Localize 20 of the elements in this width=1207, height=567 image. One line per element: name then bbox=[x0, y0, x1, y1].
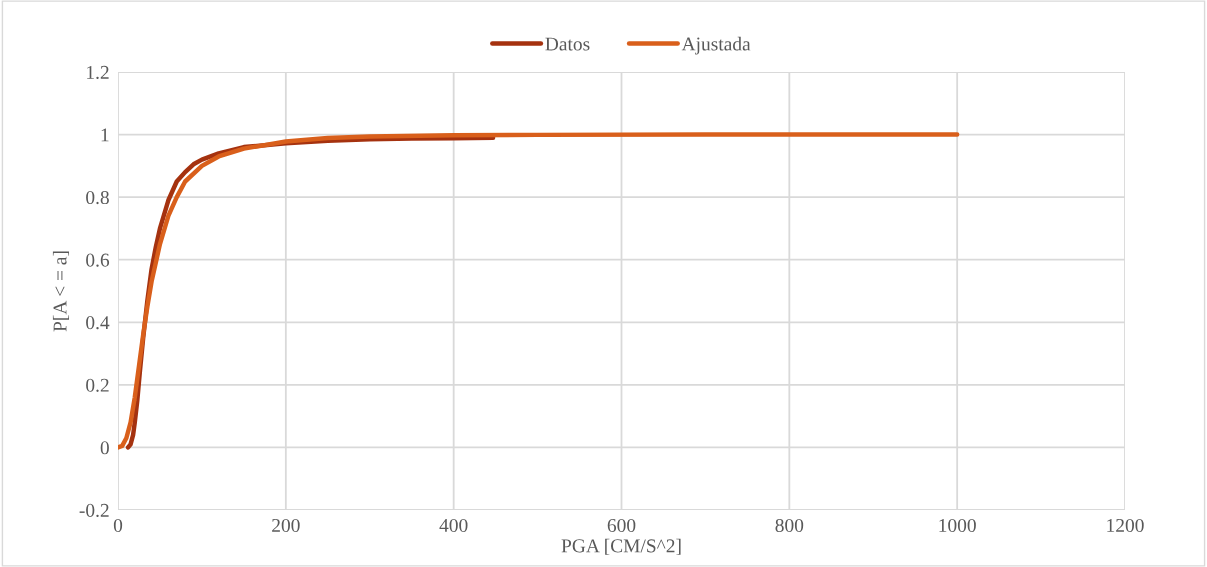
legend-label: Datos bbox=[545, 37, 590, 51]
y-tick-label: 0.2 bbox=[86, 378, 109, 392]
y-axis-title: P[A < = a] bbox=[52, 251, 70, 332]
x-tick-label: 1000 bbox=[939, 518, 976, 533]
line-series bbox=[118, 132, 960, 450]
y-tick-label: 1.2 bbox=[87, 65, 109, 80]
y-tick-label: 1 bbox=[101, 128, 109, 142]
y-tick-label: 0.6 bbox=[86, 253, 110, 267]
x-tick-label: 400 bbox=[439, 518, 468, 533]
x-tick-label: 200 bbox=[272, 518, 300, 533]
y-tick-label: 0.4 bbox=[86, 316, 110, 330]
x-tick-label: 800 bbox=[775, 518, 804, 533]
y-tick-label: 0 bbox=[100, 441, 109, 455]
x-axis-title: PGA [CM/S^2] bbox=[561, 538, 681, 555]
y-tick-label: -0.2 bbox=[79, 503, 109, 518]
x-tick-label: 600 bbox=[607, 518, 636, 533]
y-tick-label: 0.8 bbox=[86, 190, 109, 205]
x-tick-label: 1200 bbox=[1107, 518, 1144, 533]
legend-label: Ajustada bbox=[681, 36, 751, 55]
x-tick-label: 0 bbox=[113, 518, 123, 533]
